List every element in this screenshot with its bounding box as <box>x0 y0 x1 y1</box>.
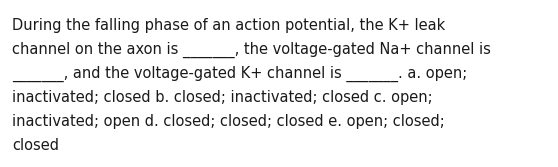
Text: _______, and the voltage-gated K+ channel is _______. a. open;: _______, and the voltage-gated K+ channe… <box>12 66 467 82</box>
Text: inactivated; closed b. closed; inactivated; closed c. open;: inactivated; closed b. closed; inactivat… <box>12 90 432 105</box>
Text: closed: closed <box>12 138 59 153</box>
Text: inactivated; open d. closed; closed; closed e. open; closed;: inactivated; open d. closed; closed; clo… <box>12 114 445 129</box>
Text: channel on the axon is _______, the voltage-gated Na+ channel is: channel on the axon is _______, the volt… <box>12 42 491 58</box>
Text: During the falling phase of an action potential, the K+ leak: During the falling phase of an action po… <box>12 18 445 33</box>
